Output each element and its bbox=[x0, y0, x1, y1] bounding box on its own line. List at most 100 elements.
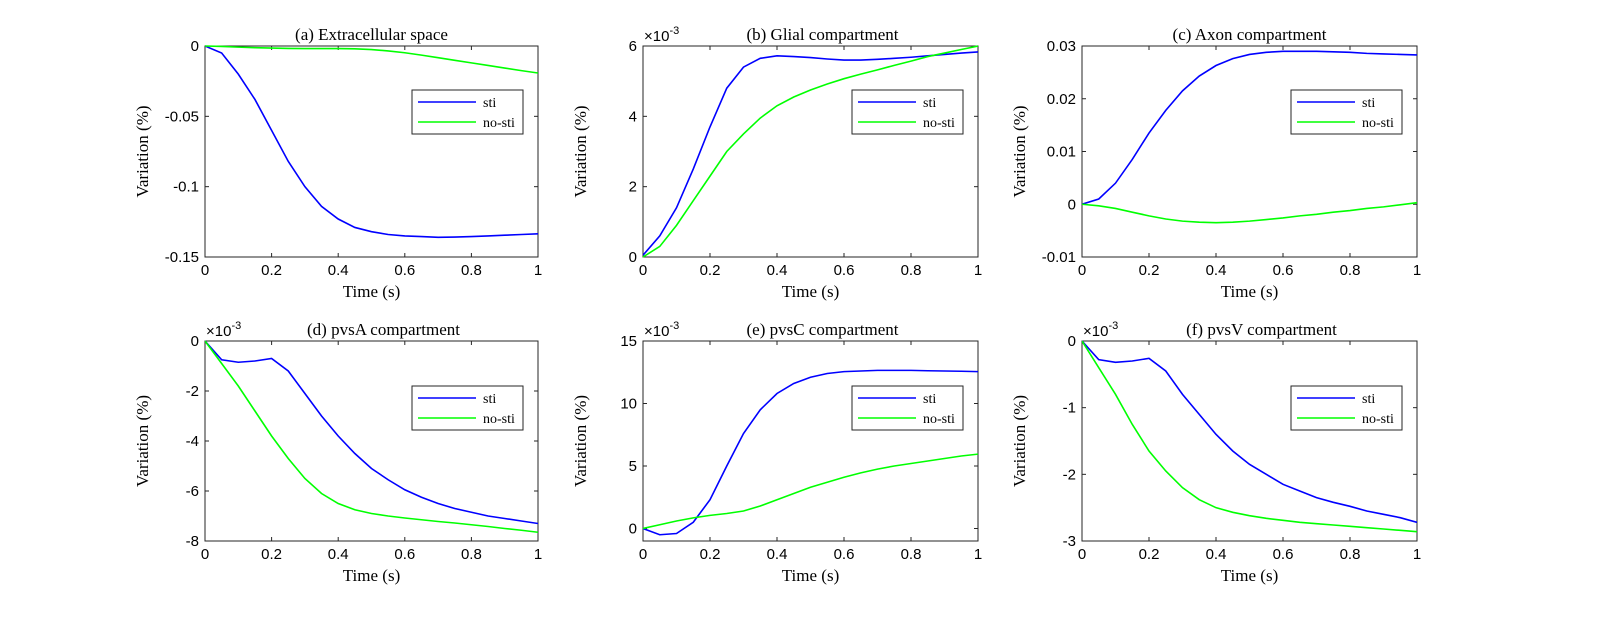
multiplier-base: ×10 bbox=[206, 323, 231, 340]
y-tick-label: -0.01 bbox=[1042, 249, 1076, 266]
x-tick-label: 1 bbox=[1413, 546, 1421, 563]
y-tick-label: 0 bbox=[629, 249, 637, 266]
y-tick-label: -3 bbox=[1063, 533, 1076, 550]
plot-area bbox=[642, 45, 979, 258]
y-tick-label: -0.15 bbox=[165, 249, 199, 266]
legend-box bbox=[1290, 385, 1403, 431]
subplot-title: (c) Axon compartment bbox=[1173, 25, 1327, 44]
series-line-no-sti bbox=[643, 45, 978, 258]
series-line-sti bbox=[1082, 50, 1417, 206]
x-axis-label: Time (s) bbox=[343, 566, 400, 585]
x-tick-label: 0.8 bbox=[901, 546, 922, 563]
subplot-title: (b) Glial compartment bbox=[746, 25, 898, 44]
x-tick-label: 0.4 bbox=[1206, 546, 1227, 563]
x-tick-label: 0.6 bbox=[394, 546, 415, 563]
x-tick-label: 0.8 bbox=[1340, 262, 1361, 279]
x-tick-label: 0.2 bbox=[700, 546, 721, 563]
legend-label-no-sti: no-sti bbox=[1362, 116, 1394, 131]
x-tick-label: 0.4 bbox=[767, 262, 788, 279]
y-axis-multiplier: ×10-3 bbox=[206, 320, 241, 340]
multiplier-exponent: -3 bbox=[669, 25, 679, 37]
multiplier-base: ×10 bbox=[644, 28, 669, 45]
y-axis-label: Variation (%) bbox=[571, 105, 590, 197]
x-tick-label: 0 bbox=[639, 262, 647, 279]
legend-box bbox=[411, 89, 524, 135]
x-tick-label: 0.6 bbox=[394, 262, 415, 279]
x-tick-label: 0.6 bbox=[834, 546, 855, 563]
y-tick-label: -6 bbox=[186, 483, 199, 500]
legend-label-sti: sti bbox=[923, 96, 936, 111]
series-line-no-sti bbox=[643, 453, 978, 530]
y-tick-label: 4 bbox=[629, 108, 637, 125]
multiplier-exponent: -3 bbox=[1108, 320, 1118, 332]
plot-area bbox=[204, 340, 539, 542]
legend: sti no-sti bbox=[1290, 385, 1403, 431]
x-tick-label: 0 bbox=[1078, 546, 1086, 563]
x-tick-label: 0.2 bbox=[700, 262, 721, 279]
y-tick-label: 0.01 bbox=[1047, 144, 1076, 161]
legend-box bbox=[851, 385, 964, 431]
x-tick-label: 0.6 bbox=[834, 262, 855, 279]
x-tick-label: 0 bbox=[201, 262, 209, 279]
x-tick-label: 1 bbox=[1413, 262, 1421, 279]
y-tick-label: 6 bbox=[629, 38, 637, 55]
series-line-no-sti bbox=[205, 45, 538, 74]
y-tick-label: 5 bbox=[629, 458, 637, 475]
series-line-sti bbox=[205, 340, 538, 525]
y-axis-multiplier: ×10-3 bbox=[644, 320, 679, 340]
x-tick-label: 0.6 bbox=[1273, 262, 1294, 279]
x-tick-label: 0.2 bbox=[261, 546, 282, 563]
legend-label-sti: sti bbox=[483, 392, 496, 407]
series-line-no-sti bbox=[205, 340, 538, 534]
y-tick-label: 10 bbox=[620, 396, 637, 413]
y-tick-label: 0 bbox=[629, 521, 637, 538]
y-tick-label: 0 bbox=[1068, 333, 1076, 350]
legend-label-no-sti: no-sti bbox=[483, 412, 515, 427]
y-tick-label: 0 bbox=[191, 38, 199, 55]
multiplier-base: ×10 bbox=[1083, 323, 1108, 340]
x-axis-label: Time (s) bbox=[1221, 282, 1278, 301]
y-tick-label: 0 bbox=[191, 333, 199, 350]
plot-area bbox=[1081, 340, 1418, 542]
x-tick-label: 0.2 bbox=[1139, 262, 1160, 279]
x-tick-label: 0.8 bbox=[1340, 546, 1361, 563]
subplot-title: (e) pvsC compartment bbox=[746, 320, 898, 339]
x-tick-label: 0 bbox=[639, 546, 647, 563]
x-tick-label: 0.8 bbox=[461, 262, 482, 279]
multiplier-exponent: -3 bbox=[669, 320, 679, 332]
x-tick-label: 0.2 bbox=[261, 262, 282, 279]
legend-label-no-sti: no-sti bbox=[923, 116, 955, 131]
legend-label-sti: sti bbox=[1362, 96, 1375, 111]
y-tick-label: 0.02 bbox=[1047, 91, 1076, 108]
series-line-sti bbox=[1082, 340, 1417, 524]
legend-box bbox=[411, 385, 524, 431]
y-tick-label: -4 bbox=[186, 433, 199, 450]
legend: sti no-sti bbox=[851, 89, 964, 135]
subplot-title: (d) pvsA compartment bbox=[307, 320, 460, 339]
x-tick-label: 0.4 bbox=[1206, 262, 1227, 279]
legend-label-no-sti: no-sti bbox=[923, 412, 955, 427]
x-tick-label: 0.4 bbox=[328, 262, 349, 279]
series-line-sti bbox=[205, 45, 538, 239]
multiplier-base: ×10 bbox=[644, 323, 669, 340]
x-tick-label: 0.2 bbox=[1139, 546, 1160, 563]
x-axis-label: Time (s) bbox=[782, 566, 839, 585]
y-axis-multiplier: ×10-3 bbox=[1083, 320, 1118, 340]
x-tick-label: 0 bbox=[1078, 262, 1086, 279]
y-tick-label: -0.05 bbox=[165, 108, 199, 125]
y-tick-label: -1 bbox=[1063, 400, 1076, 417]
plot-area bbox=[204, 45, 539, 258]
multiplier-exponent: -3 bbox=[231, 320, 241, 332]
x-tick-label: 1 bbox=[974, 546, 982, 563]
y-tick-label: 15 bbox=[620, 333, 637, 350]
legend: sti no-sti bbox=[851, 385, 964, 431]
legend-label-sti: sti bbox=[483, 96, 496, 111]
series-line-no-sti bbox=[1082, 340, 1417, 533]
x-axis-label: Time (s) bbox=[1221, 566, 1278, 585]
legend: sti no-sti bbox=[411, 385, 524, 431]
y-tick-label: -2 bbox=[186, 383, 199, 400]
legend-label-no-sti: no-sti bbox=[1362, 412, 1394, 427]
subplot-b: 0 0.2 0.4 0.6 0.8 1 0 2 4 6 ×10-3 (b) Glial compart… bbox=[571, 25, 982, 301]
